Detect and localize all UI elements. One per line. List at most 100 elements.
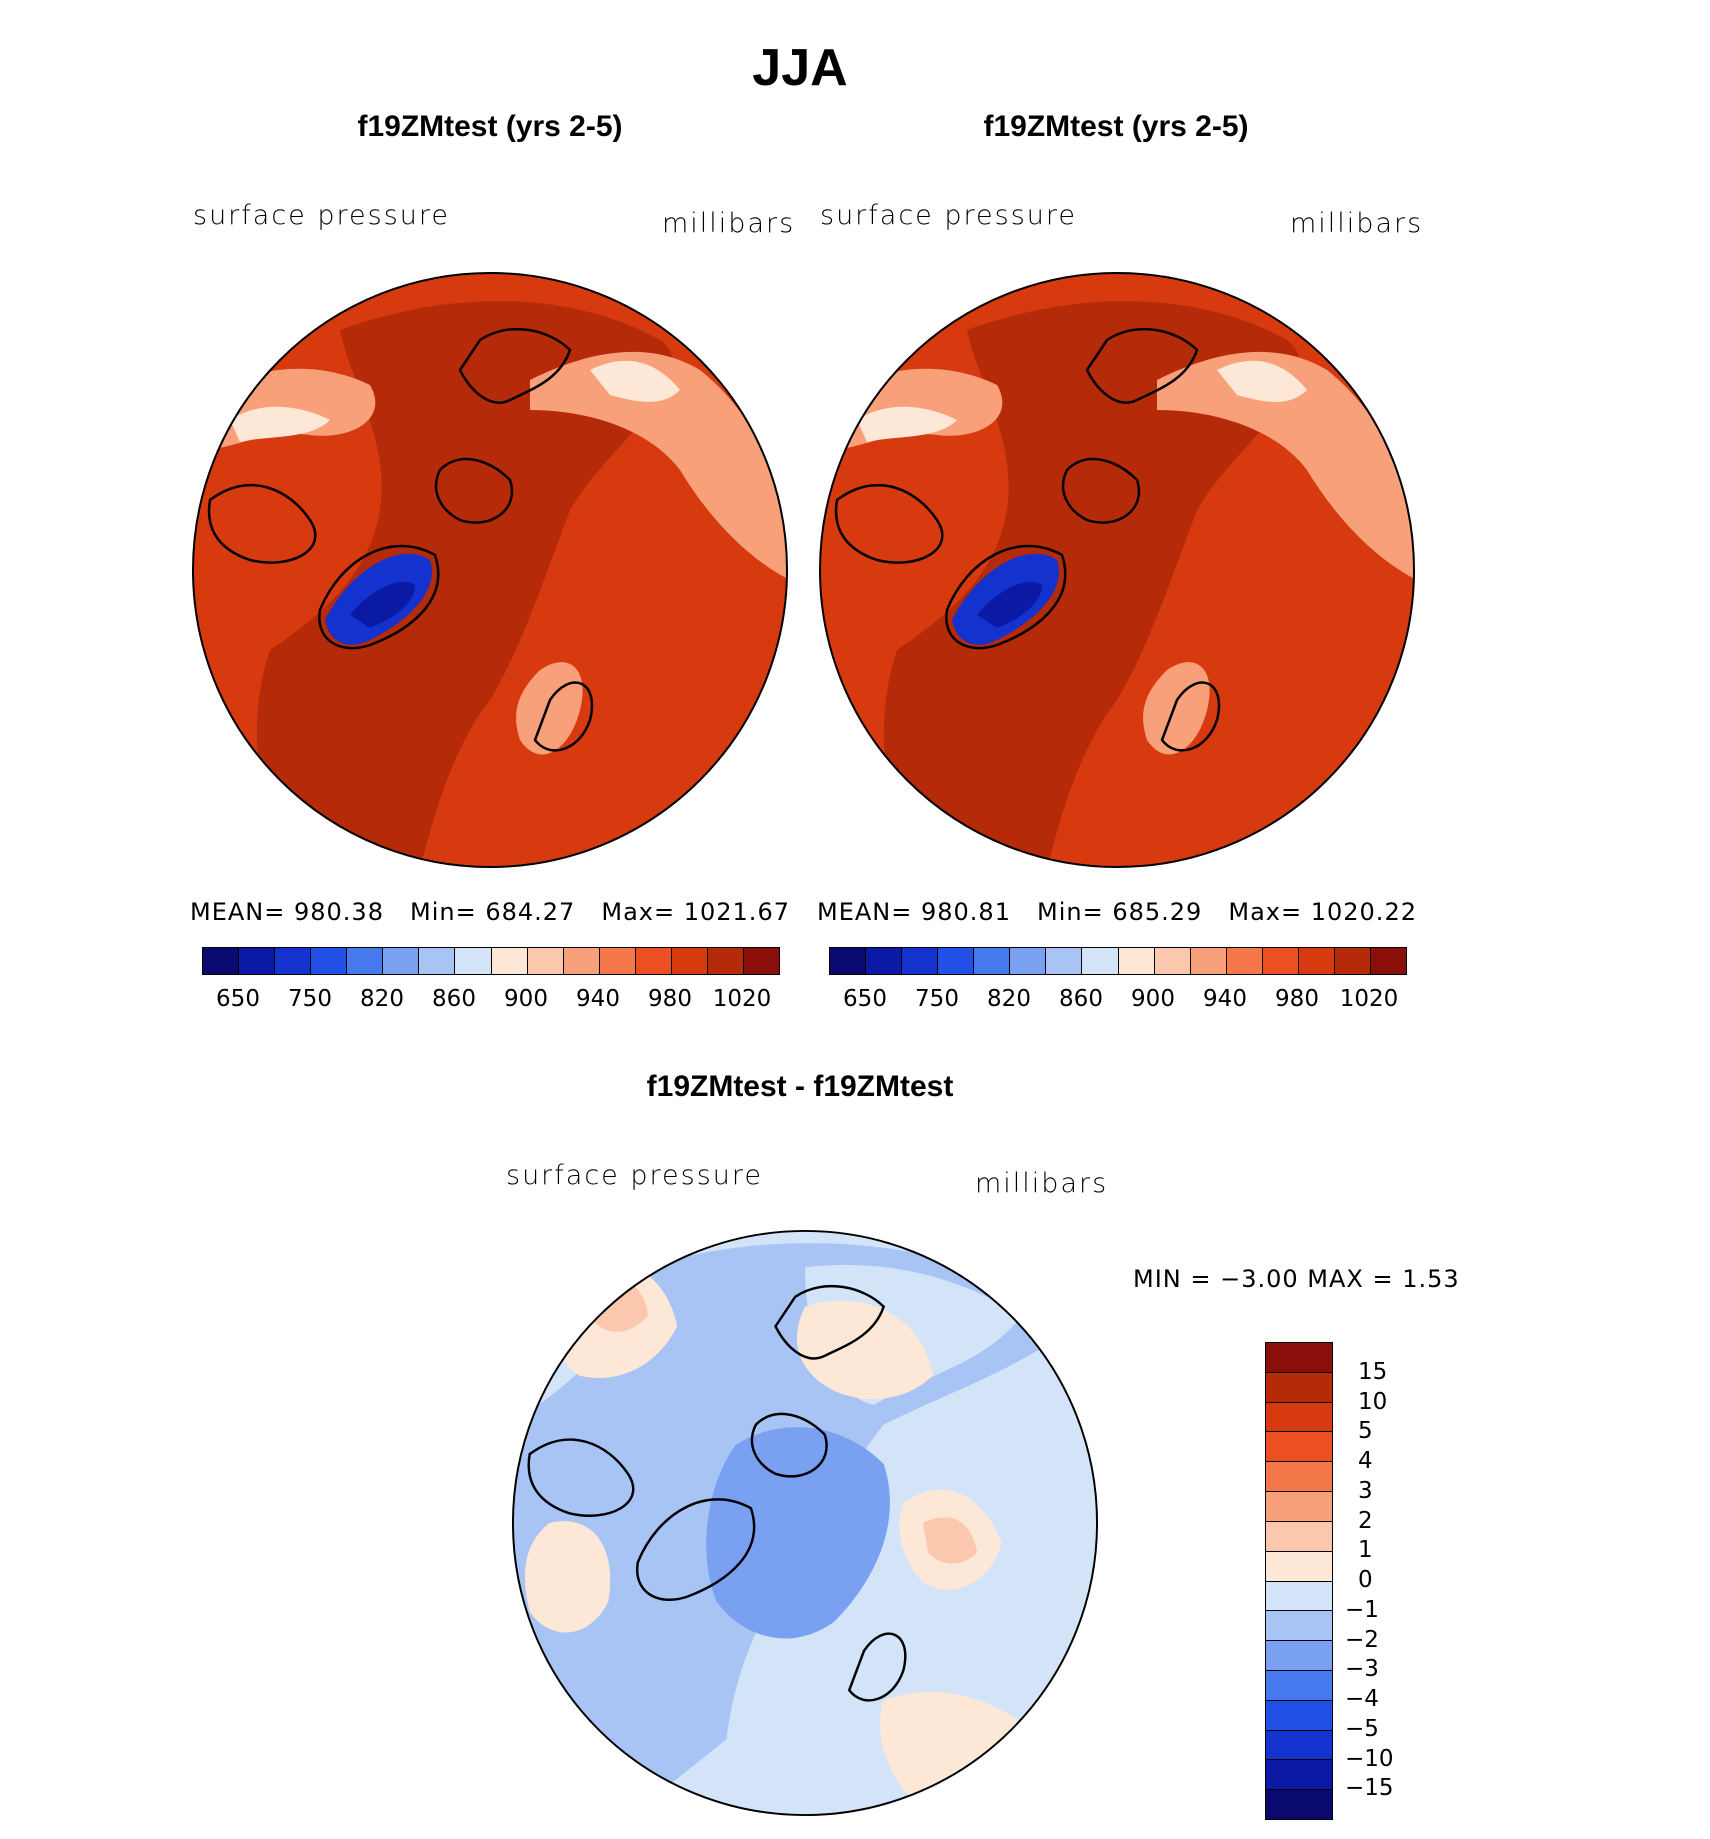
colorbar-swatch <box>1266 1641 1332 1671</box>
colorbar-tick-label: 3 <box>1358 1477 1373 1504</box>
colorbar-swatch <box>707 948 744 974</box>
colorbar-swatch <box>866 948 903 974</box>
colorbar-tick-label: 1 <box>1358 1537 1373 1564</box>
colorbar-swatch <box>743 948 779 974</box>
colorbar-swatch <box>527 948 564 974</box>
diff-colorbar <box>1265 1342 1333 1820</box>
diff-map-border <box>511 1229 1099 1817</box>
colorbar-swatch <box>1266 1670 1332 1701</box>
panel-2-colorbar <box>829 947 1407 975</box>
colorbar-tick-label: 860 <box>432 986 476 1012</box>
colorbar-tick-label: 0 <box>1358 1567 1373 1593</box>
colorbar-tick-label: 900 <box>504 986 548 1012</box>
diff-panel-title: f19ZMtest - f19ZMtest <box>646 1070 954 1103</box>
colorbar-tick-label: 980 <box>648 986 692 1012</box>
panel-2-rockies-light-area <box>1217 360 1307 402</box>
colorbar-swatch <box>1266 1760 1332 1791</box>
panel-2-arctic-high-region <box>883 301 1301 867</box>
colorbar-swatch <box>1266 1462 1332 1493</box>
colorbar-swatch <box>1266 1492 1332 1522</box>
colorbar-swatch <box>671 948 708 974</box>
colorbar-swatch <box>1266 1432 1332 1463</box>
panel-1-max: Max= 1021.67 <box>601 898 790 926</box>
colorbar-tick-label: 900 <box>1131 986 1175 1012</box>
colorbar-tick-label: 4 <box>1358 1448 1373 1474</box>
colorbar-tick-label: 1020 <box>712 986 772 1012</box>
panel-1-siberia-light-area <box>230 406 330 442</box>
colorbar-tick-label: 980 <box>1275 986 1319 1012</box>
panel-2-mean: MEAN= 980.81 <box>817 898 1011 926</box>
colorbar-swatch <box>1266 1611 1332 1642</box>
colorbar-tick-label: 650 <box>216 986 260 1012</box>
colorbar-tick-label: 2 <box>1358 1507 1373 1534</box>
colorbar-tick-label: −15 <box>1345 1775 1394 1802</box>
colorbar-swatch <box>1266 1402 1332 1433</box>
panel-2-title: f19ZMtest (yrs 2-5) <box>983 110 1249 143</box>
colorbar-swatch <box>938 948 975 974</box>
colorbar-swatch <box>1266 1343 1332 1373</box>
colorbar-swatch <box>1190 948 1227 974</box>
colorbar-swatch <box>1266 1551 1332 1582</box>
colorbar-swatch <box>1266 1372 1332 1403</box>
panel-2-units-label: millibars <box>1290 208 1424 239</box>
colorbar-swatch <box>1298 948 1335 974</box>
panel-1-variable-label: surface pressure <box>193 200 450 231</box>
colorbar-swatch <box>491 948 528 974</box>
panel-1-min: Min= 684.27 <box>410 898 576 926</box>
colorbar-swatch <box>635 948 672 974</box>
panel-1-stats: MEAN= 980.38 Min= 684.27 Max= 1021.67 <box>190 898 790 926</box>
colorbar-tick-label: 15 <box>1358 1358 1388 1385</box>
panel-1-arctic-high-region <box>256 301 674 867</box>
panel-1-polar-map <box>192 272 788 868</box>
panel-1-coastlines <box>207 327 594 752</box>
colorbar-tick-label: −2 <box>1345 1626 1379 1653</box>
colorbar-swatch <box>311 948 348 974</box>
panel-1-units-label: millibars <box>662 208 796 239</box>
diff-polar-map <box>511 1229 1099 1817</box>
colorbar-swatch <box>1370 948 1406 974</box>
colorbar-tick-label: 750 <box>915 986 959 1012</box>
panel-1-rockies-high-terrain <box>530 351 787 580</box>
diff-positive-anomaly-2 <box>796 1300 933 1400</box>
panel-2-min: Min= 685.29 <box>1037 898 1203 926</box>
colorbar-swatch <box>383 948 420 974</box>
colorbar-tick-label: 10 <box>1358 1388 1388 1415</box>
colorbar-swatch <box>1266 1730 1332 1761</box>
colorbar-swatch <box>1266 1700 1332 1731</box>
colorbar-swatch <box>1046 948 1083 974</box>
colorbar-swatch <box>455 948 492 974</box>
colorbar-swatch <box>830 948 867 974</box>
panel-1-title: f19ZMtest (yrs 2-5) <box>357 110 623 143</box>
colorbar-tick-label: 650 <box>843 986 887 1012</box>
panel-2-variable-label: surface pressure <box>820 200 1077 231</box>
colorbar-tick-label: −3 <box>1345 1656 1379 1683</box>
colorbar-tick-label: 820 <box>360 986 404 1012</box>
colorbar-swatch <box>1118 948 1155 974</box>
colorbar-tick-label: −4 <box>1345 1686 1379 1712</box>
colorbar-swatch <box>239 948 276 974</box>
diff-minmax: MIN = −3.00 MAX = 1.53 <box>1133 1265 1460 1293</box>
panel-2-stats: MEAN= 980.81 Min= 685.29 Max= 1020.22 <box>817 898 1417 926</box>
diff-strong-negative-core <box>706 1427 890 1639</box>
colorbar-swatch <box>419 948 456 974</box>
colorbar-swatch <box>1334 948 1371 974</box>
colorbar-swatch <box>203 948 240 974</box>
colorbar-swatch <box>1226 948 1263 974</box>
panel-2-greenland-core <box>977 581 1042 628</box>
colorbar-tick-label: 1020 <box>1339 986 1399 1012</box>
panel-1-greenland-core <box>350 581 415 628</box>
colorbar-tick-label: −5 <box>1345 1715 1379 1742</box>
panel-2-rockies-high-terrain <box>1157 351 1414 580</box>
colorbar-tick-label: 5 <box>1358 1418 1373 1445</box>
panel-1-colorbar <box>202 947 780 975</box>
figure-title: JJA <box>752 39 848 97</box>
colorbar-swatch <box>1266 1581 1332 1612</box>
panel-1-mean: MEAN= 980.38 <box>190 898 384 926</box>
panel-1-map-border <box>192 272 788 868</box>
panel-2-max: Max= 1020.22 <box>1228 898 1417 926</box>
colorbar-swatch <box>1266 1790 1332 1819</box>
diff-positive-anomaly-4 <box>524 1521 611 1633</box>
diff-coastlines <box>527 1284 907 1702</box>
colorbar-tick-label: 940 <box>1203 986 1247 1012</box>
colorbar-swatch <box>902 948 939 974</box>
